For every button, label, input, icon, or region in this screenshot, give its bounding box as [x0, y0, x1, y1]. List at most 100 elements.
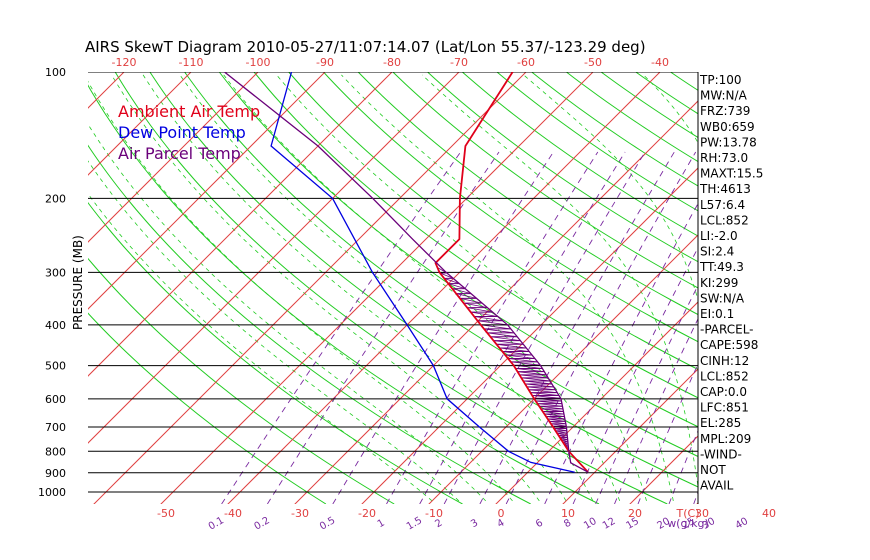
isotherm-line: [227, 72, 661, 504]
dry-adiabat-line: [184, 72, 698, 458]
dry-adiabat-line: [114, 72, 668, 504]
dry-adiabat-line: [392, 72, 698, 289]
mixing-ratio-line: [332, 151, 554, 504]
mixing-ratio-axis-label: w(g/kg): [667, 517, 709, 530]
isotherm-line: [428, 234, 698, 504]
moist-adiabat-line: [341, 74, 674, 501]
pressure-tick-label: 400: [45, 319, 66, 332]
dry-adiabat-line: [844, 72, 870, 504]
cape-hatch: [517, 371, 547, 376]
moist-adiabat-line: [111, 74, 540, 502]
cape-hatch: [456, 293, 477, 299]
top-temperature-tick-label: -50: [584, 56, 602, 69]
cape-hatch: [521, 377, 551, 382]
stability-index-label: LI:-2.0: [700, 229, 738, 243]
stability-index-label: TT:49.3: [699, 260, 744, 274]
mixing-ratio-line: [747, 152, 870, 504]
dry-adiabat-line: [218, 72, 698, 428]
legend: Ambient Air Temp Dew Point Temp Air Parcel…: [118, 102, 260, 163]
dry-adiabat-line: [775, 72, 870, 504]
top-temperature-tick-label: -40: [651, 56, 669, 69]
dry-adiabat-line: [427, 72, 698, 263]
isotherm-line: [629, 435, 698, 504]
cape-hatch: [487, 332, 518, 338]
stability-index-label: FRZ:739: [700, 104, 750, 118]
stability-index-label: AVAIL: [700, 479, 734, 493]
dry-adiabat-line: [88, 144, 531, 504]
cape-hatch: [463, 302, 488, 309]
stability-index-label: -PARCEL-: [700, 323, 754, 337]
bottom-temperature-tick-label: -20: [358, 507, 376, 520]
stability-index-label: EI:0.1: [700, 307, 734, 321]
pressure-tick-label: 900: [45, 467, 66, 480]
isotherm-line: [88, 72, 192, 176]
stability-index-label: MAXT:15.5: [700, 167, 763, 181]
mixing-ratio-line: [614, 317, 698, 504]
stability-index-label: KI:299: [700, 276, 738, 290]
top-temperature-tick-label: -70: [450, 56, 468, 69]
top-temperature-tick-label: -80: [383, 56, 401, 69]
cape-hatch: [459, 298, 483, 304]
cape-hatch: [505, 354, 535, 359]
y-axis-label: PRESSURE (MB): [71, 235, 85, 330]
moist-adiabat-line: [88, 193, 433, 502]
cape-hatch: [452, 288, 472, 294]
isotherm-line: [88, 72, 393, 377]
bottom-temperature-tick-label: -30: [291, 507, 309, 520]
mixing-ratio-tick-label: 8: [562, 517, 573, 530]
pressure-tick-label: 600: [45, 393, 66, 406]
moist-adiabat-line: [88, 160, 460, 502]
top-temperature-tick-label: -100: [246, 56, 271, 69]
dry-adiabat-line: [496, 72, 698, 212]
bottom-temperature-tick-label: 40: [762, 507, 776, 520]
mixing-ratio-line: [386, 151, 599, 504]
cape-hatch: [480, 324, 511, 330]
moist-adiabat-line: [88, 123, 486, 502]
moist-adiabat-line: [179, 74, 594, 502]
moist-adiabat-line: [88, 80, 513, 502]
dry-adiabat-line: [357, 72, 698, 316]
top-temperature-tick-label: -90: [316, 56, 334, 69]
stability-index-label: LCL:852: [700, 369, 749, 383]
isotherm-line: [160, 72, 594, 504]
stability-index-label: L57:6.4: [700, 198, 745, 212]
dry-adiabat-line: [531, 72, 698, 187]
mixing-ratio-tick-label: 3: [469, 517, 480, 530]
legend-entry: Air Parcel Temp: [118, 144, 241, 163]
pressure-tick-label: 700: [45, 421, 66, 434]
mixing-ratio-tick-label: 1.5: [405, 515, 424, 532]
moist-adiabat-line: [523, 74, 698, 302]
stability-index-label: TP:100: [699, 73, 742, 87]
mixing-ratio-tick-label: 0.2: [253, 515, 272, 532]
bottom-temperature-tick-label: 20: [628, 507, 642, 520]
isotherm-line: [495, 301, 698, 504]
mixing-ratio-line: [419, 151, 626, 504]
mixing-ratio-line: [221, 151, 461, 504]
isotherm-line: [93, 72, 527, 504]
cape-hatch: [519, 374, 549, 379]
cape-hatch: [510, 361, 541, 366]
dry-adiabat-line: [88, 312, 327, 504]
stability-index-label: TH:4613: [699, 182, 751, 196]
isotherm-line: [0, 52, 10, 524]
stability-index-label: RH:73.0: [700, 151, 748, 165]
top-temperature-tick-label: -110: [179, 56, 204, 69]
stability-index-label: WB0:659: [700, 120, 755, 134]
top-temperature-tick-label: -120: [112, 56, 137, 69]
bottom-temperature-tick-label: -10: [425, 507, 443, 520]
isotherm-line: [88, 72, 460, 444]
pressure-tick-label: 800: [45, 445, 66, 458]
mixing-ratio-line: [479, 151, 675, 504]
dew-point-temp-line: [270, 72, 575, 473]
bottom-temperature-tick-label: -40: [224, 507, 242, 520]
pressure-tick-label: 200: [45, 192, 66, 205]
stability-index-label: LFC:851: [700, 401, 749, 415]
air-parcel-temp-line: [224, 72, 589, 473]
dry-adiabat-line: [566, 72, 698, 163]
stability-index-label: PW:13.78: [700, 135, 757, 149]
stability-index-label: MPL:209: [700, 432, 751, 446]
dry-adiabat-line: [149, 72, 698, 488]
mixing-ratio-tick-label: 2: [433, 517, 444, 530]
